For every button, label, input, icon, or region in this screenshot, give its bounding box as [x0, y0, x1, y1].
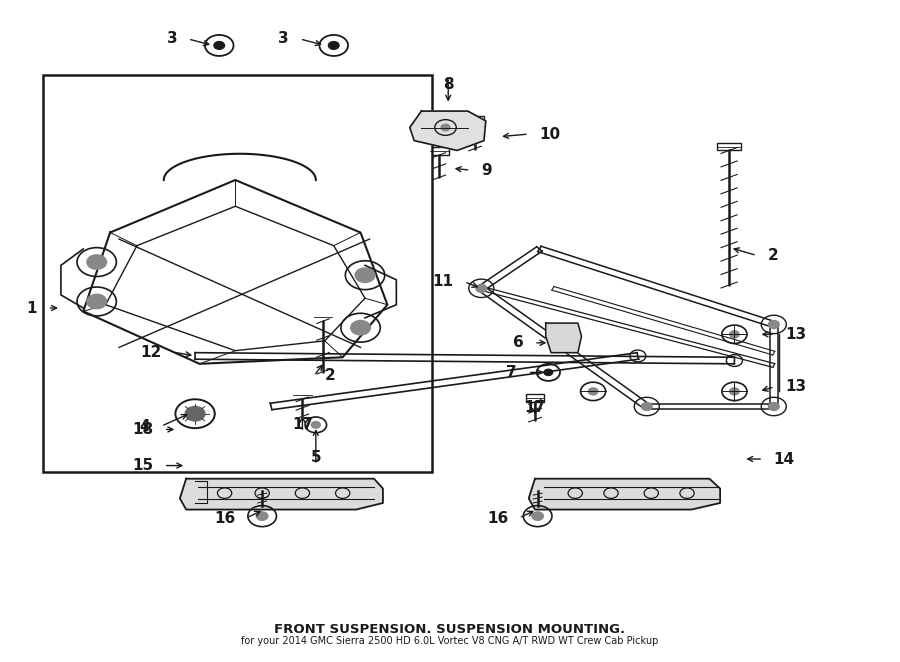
Text: for your 2014 GMC Sierra 2500 HD 6.0L Vortec V8 CNG A/T RWD WT Crew Cab Pickup: for your 2014 GMC Sierra 2500 HD 6.0L Vo…	[241, 636, 659, 646]
Text: 4: 4	[140, 418, 150, 434]
Circle shape	[769, 402, 779, 410]
Circle shape	[311, 422, 320, 428]
Bar	[43, 75, 432, 472]
Circle shape	[87, 255, 106, 269]
Text: 6: 6	[513, 336, 523, 350]
Circle shape	[730, 388, 739, 395]
Circle shape	[176, 426, 184, 433]
Text: 11: 11	[433, 274, 454, 289]
Circle shape	[87, 294, 106, 308]
Text: 13: 13	[786, 327, 806, 342]
Text: 5: 5	[310, 449, 321, 465]
Circle shape	[185, 406, 205, 421]
Text: 13: 13	[786, 379, 806, 395]
Circle shape	[476, 285, 487, 292]
Text: 16: 16	[214, 510, 235, 526]
Text: 3: 3	[278, 31, 289, 46]
Bar	[526, 394, 544, 402]
Polygon shape	[528, 479, 720, 510]
Circle shape	[441, 124, 450, 131]
Bar	[313, 313, 332, 321]
Circle shape	[532, 512, 544, 520]
Circle shape	[769, 320, 779, 328]
Bar	[293, 391, 311, 399]
Circle shape	[214, 42, 225, 50]
Circle shape	[544, 369, 553, 375]
Text: 2: 2	[325, 368, 336, 383]
Text: 9: 9	[482, 163, 492, 177]
Circle shape	[642, 402, 652, 410]
Polygon shape	[410, 111, 486, 150]
Polygon shape	[180, 479, 382, 510]
Text: 18: 18	[132, 422, 153, 437]
Text: 17: 17	[525, 401, 545, 415]
Text: 7: 7	[507, 365, 517, 380]
Text: FRONT SUSPENSION. SUSPENSION MOUNTING.: FRONT SUSPENSION. SUSPENSION MOUNTING.	[274, 623, 626, 636]
Text: 1: 1	[26, 301, 37, 316]
Circle shape	[351, 320, 371, 335]
Circle shape	[356, 268, 375, 283]
Circle shape	[256, 512, 268, 520]
Circle shape	[730, 331, 739, 338]
Polygon shape	[545, 323, 581, 353]
Bar	[430, 147, 449, 155]
Text: 17: 17	[292, 416, 313, 432]
Text: 14: 14	[774, 451, 795, 467]
Text: 2: 2	[768, 248, 778, 263]
Text: 10: 10	[539, 126, 561, 142]
Circle shape	[589, 388, 598, 395]
Text: 12: 12	[140, 344, 162, 359]
Text: 16: 16	[487, 510, 508, 526]
Circle shape	[328, 42, 339, 50]
Text: 15: 15	[132, 458, 153, 473]
Bar	[465, 117, 484, 124]
Text: 3: 3	[166, 31, 177, 46]
Text: 8: 8	[443, 77, 454, 92]
Bar	[717, 142, 741, 150]
